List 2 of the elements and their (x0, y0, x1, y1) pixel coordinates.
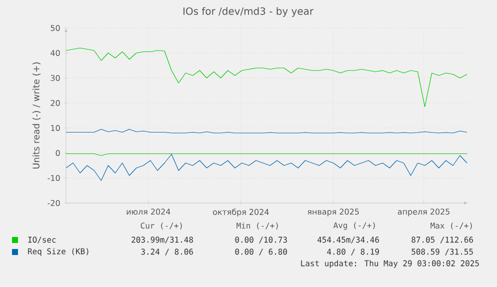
chart-title: IOs for /dev/md3 - by year (184, 7, 314, 17)
y-axis-title: Units read (-) / write (+) (32, 62, 41, 169)
